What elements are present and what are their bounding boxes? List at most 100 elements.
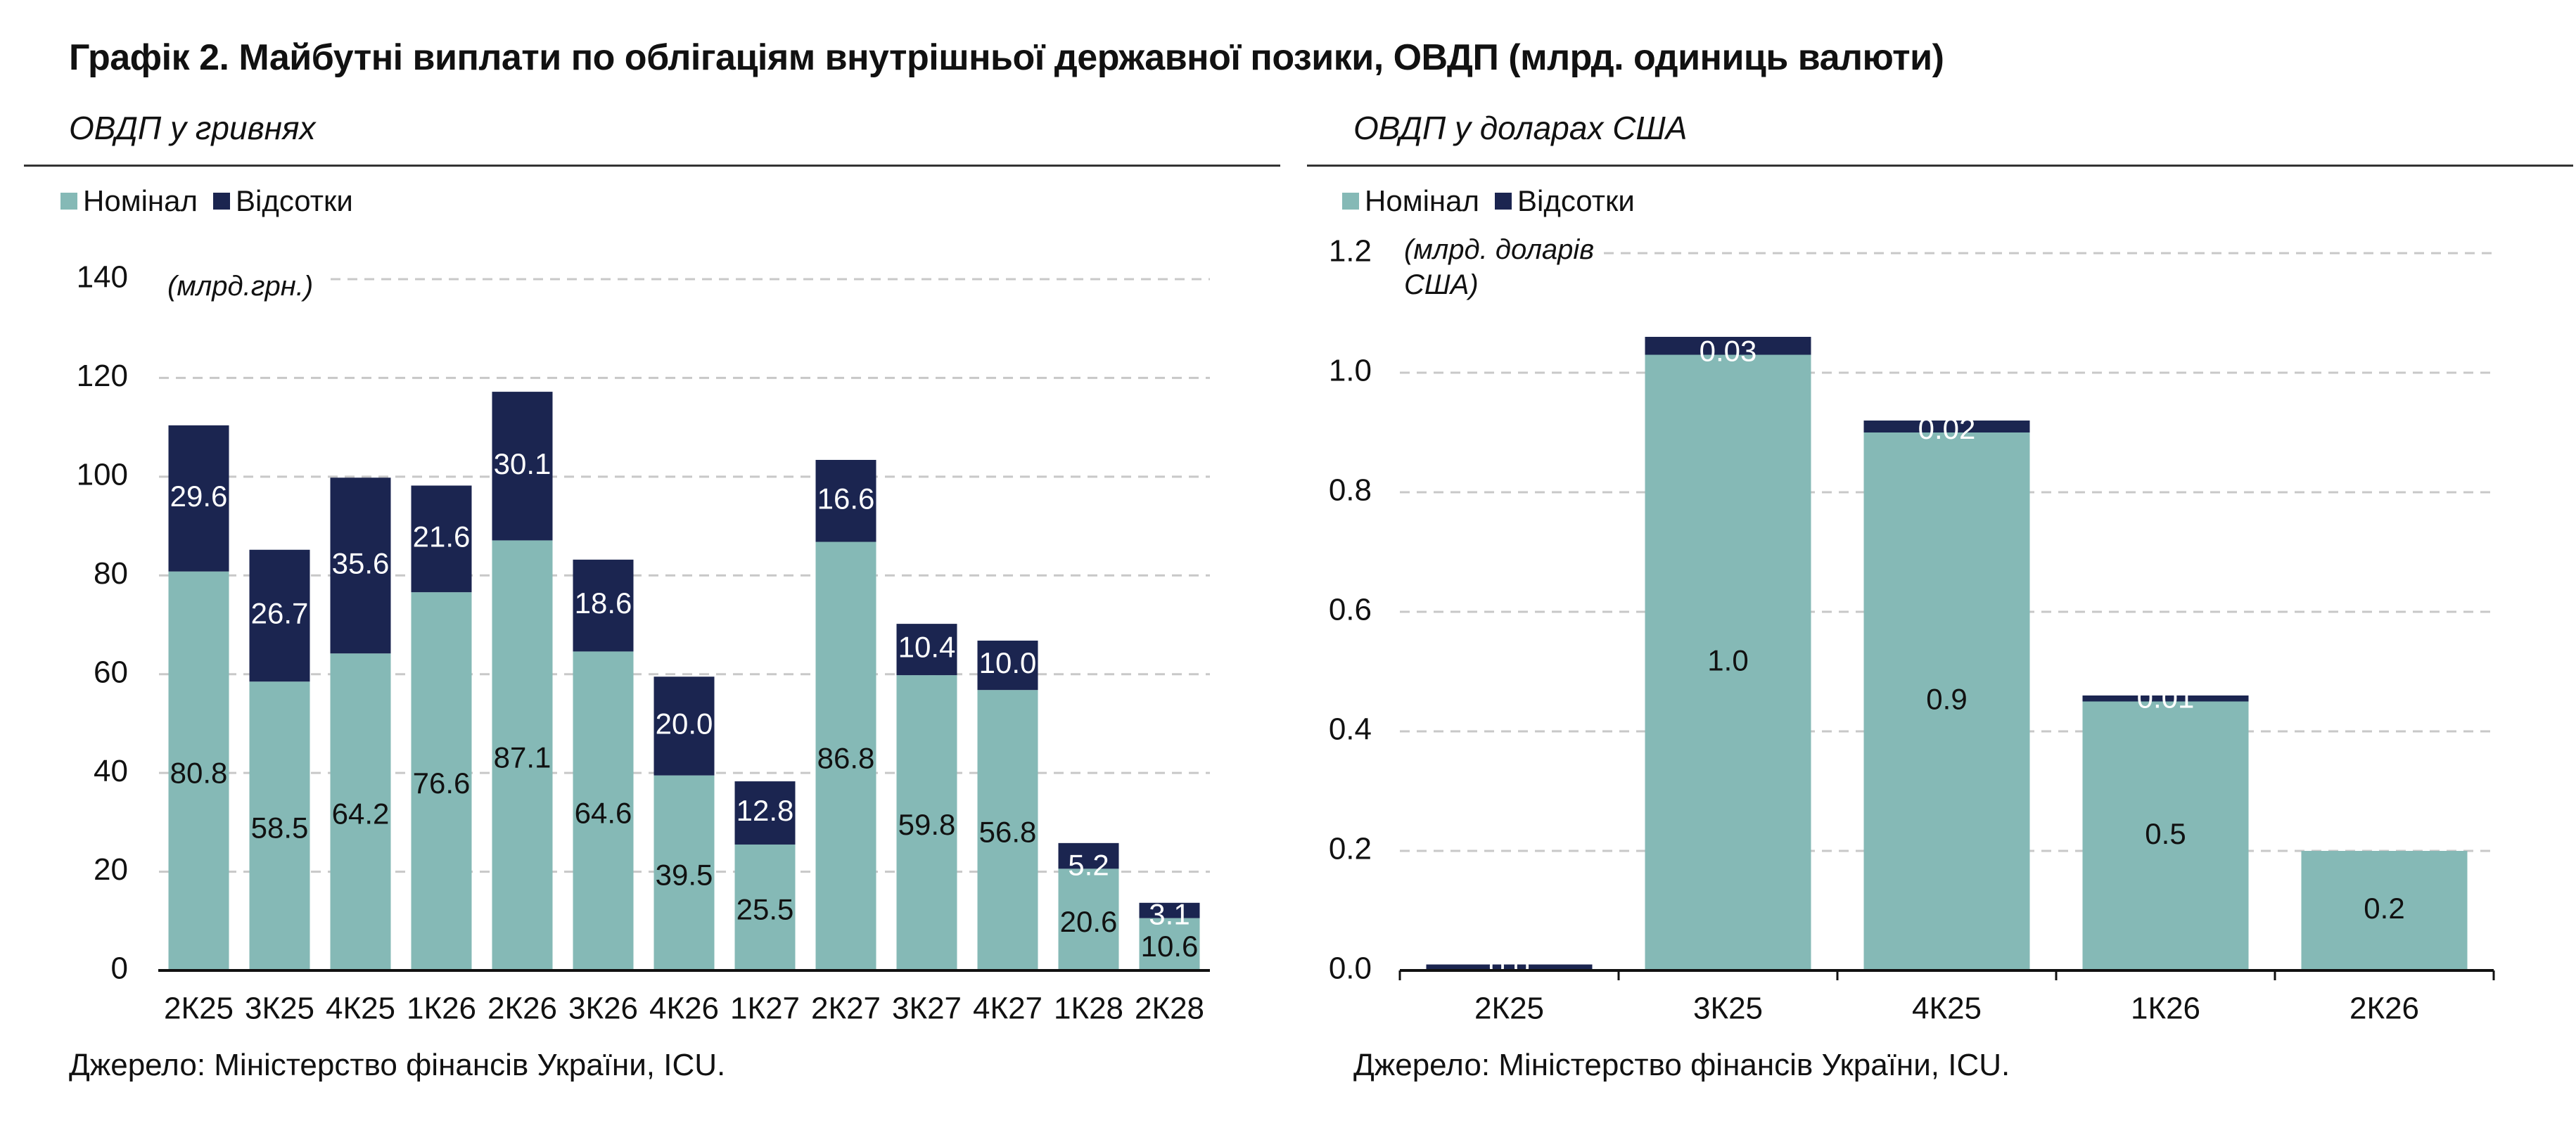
right-legend-interest: Відсотки: [1494, 184, 1635, 218]
x-tick-label: 1К26: [2131, 992, 2200, 1026]
data-label-interest: 21.6: [413, 520, 471, 553]
data-label-interest: 16.6: [817, 482, 875, 515]
bar-interest: [815, 459, 876, 542]
x-tick-label: 4К27: [973, 992, 1042, 1026]
x-tick-label: 3К25: [1693, 992, 1763, 1026]
bar-interest: [896, 624, 957, 676]
y-tick-label: 0.2: [1329, 832, 1372, 866]
right-header-rule: [1307, 165, 2573, 167]
data-label-nominal: 64.2: [332, 797, 390, 831]
data-label-nominal: 64.6: [575, 796, 632, 829]
data-label-interest: 30.1: [494, 447, 551, 480]
bar-nominal: [330, 653, 391, 970]
data-label-nominal: 0.5: [2145, 817, 2186, 850]
data-label-nominal: 1.0: [1707, 643, 1748, 676]
bar-interest: [977, 640, 1038, 691]
y-tick-label: 60: [94, 655, 128, 689]
y-tick-label: 0.8: [1329, 473, 1372, 508]
data-label-nominal: 56.8: [979, 816, 1037, 849]
data-label-nominal: 39.5: [656, 858, 713, 891]
y-tick-label: 0.6: [1329, 593, 1372, 627]
bar-nominal: [573, 651, 634, 970]
bar-nominal: [168, 571, 229, 970]
data-label-nominal: 58.5: [251, 812, 309, 845]
x-tick-label: 1К28: [1054, 992, 1123, 1026]
bar-interest: [573, 559, 634, 652]
x-tick-label: 2К26: [487, 992, 557, 1026]
data-label-interest: 10.4: [898, 631, 956, 664]
y-tick-label: 80: [94, 556, 128, 591]
y-tick-label: 100: [77, 457, 128, 492]
legend-swatch-interest: [212, 193, 230, 210]
data-label-interest: 0.01: [2137, 681, 2195, 714]
bar-nominal: [492, 540, 553, 970]
bar-nominal: [734, 844, 796, 970]
data-label-interest: 0.02: [1918, 412, 1976, 445]
data-label-interest: 29.6: [170, 480, 228, 513]
bar-nominal: [653, 775, 715, 970]
bar-interest: [1645, 337, 1811, 355]
y-tick-label: 0: [111, 951, 128, 986]
y-tick-label: 20: [94, 852, 128, 887]
legend-swatch-nominal: [60, 193, 77, 210]
x-tick-label: 1К26: [407, 992, 476, 1026]
bar-nominal: [815, 541, 876, 970]
x-tick-label: 3К26: [568, 992, 638, 1026]
x-tick-label: 4К26: [649, 992, 719, 1026]
data-label-nominal: 20.6: [1060, 905, 1118, 938]
y-tick-label: 1.0: [1329, 354, 1372, 388]
x-tick-label: 2К25: [1474, 992, 1544, 1026]
y-tick-label: 120: [77, 359, 128, 393]
bar-interest: [411, 485, 472, 593]
right-source-note: Джерело: Міністерство фінансів України, …: [1353, 1048, 2010, 1082]
figure-title: Графік 2. Майбутні виплати по облігаціям…: [69, 37, 1944, 78]
x-tick-label: 2К25: [164, 992, 234, 1026]
x-tick-label: 4К25: [326, 992, 395, 1026]
right-unit-label-line-2: США): [1404, 269, 1479, 300]
data-label-interest: 20.0: [656, 707, 713, 740]
bar-nominal: [1863, 432, 2030, 970]
right-legend: Номінал Відсотки: [1342, 184, 1650, 218]
left-source-note: Джерело: Міністерство фінансів України, …: [69, 1048, 726, 1082]
bar-nominal: [2082, 701, 2249, 970]
bar-nominal: [2301, 851, 2468, 970]
data-label-nominal: 59.8: [898, 808, 956, 841]
bar-nominal: [1645, 354, 1811, 970]
legend-label-nominal: Номінал: [83, 184, 198, 217]
data-label-interest: 12.8: [737, 794, 794, 827]
data-label-nominal: 10.6: [1141, 930, 1199, 963]
bar-nominal: [411, 592, 472, 970]
y-tick-label: 0.4: [1329, 712, 1372, 747]
x-tick-label: 2К28: [1135, 992, 1204, 1026]
data-label-nominal: 86.8: [817, 741, 875, 774]
left-legend-nominal: Номінал: [60, 184, 198, 218]
legend-label-interest: Відсотки: [235, 184, 353, 217]
legend-label-nominal: Номінал: [1365, 184, 1479, 217]
bar-interest: [330, 477, 391, 654]
data-label-interest: 3.1: [1149, 898, 1190, 931]
x-tick-label: 3К25: [245, 992, 314, 1026]
bar-interest: [734, 781, 796, 845]
bar-nominal: [1058, 868, 1119, 970]
x-tick-label: 2К27: [811, 992, 881, 1026]
bar-interest: [492, 392, 553, 541]
data-label-nominal: 25.5: [737, 893, 794, 926]
bar-interest: [168, 425, 229, 572]
right-unit-label-line-1: (млрд. доларів: [1404, 234, 1595, 265]
data-label-interest: 18.6: [575, 586, 632, 620]
data-label-interest: 10.0: [979, 646, 1037, 679]
right-unit-label: (млрд. доларів США): [1404, 232, 1594, 302]
data-label-interest: 26.7: [251, 597, 309, 630]
data-label-nominal: 76.6: [413, 767, 471, 800]
data-label-nominal: 0.9: [1926, 683, 1967, 716]
y-tick-label: 140: [77, 260, 128, 295]
bar-interest: [653, 676, 715, 776]
left-unit-label: (млрд.грн.): [167, 271, 314, 302]
bar-nominal: [896, 675, 957, 970]
data-label-nominal: 87.1: [494, 740, 551, 774]
bar-interest: [1139, 902, 1200, 918]
data-label-interest: 5.2: [1068, 848, 1109, 881]
y-tick-label: 0.0: [1329, 951, 1372, 986]
left-header-rule: [24, 165, 1280, 167]
